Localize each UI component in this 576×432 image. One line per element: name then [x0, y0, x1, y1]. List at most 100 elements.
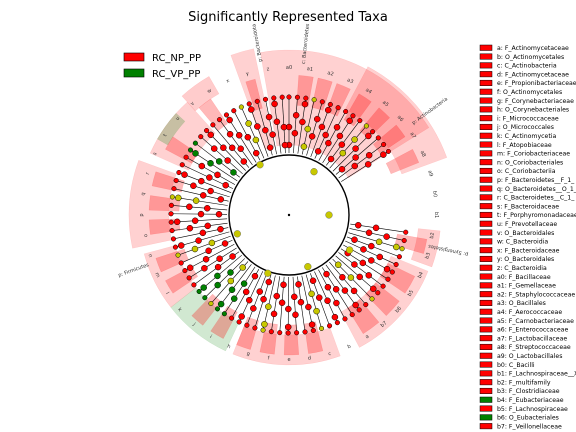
node-36-1 [278, 299, 286, 306]
node-75-0 [266, 144, 274, 151]
node-66-2 [192, 140, 198, 146]
node-70-0 [237, 145, 244, 152]
node-51-1 [205, 247, 212, 255]
node-10-0 [339, 149, 347, 157]
node-74-2 [246, 101, 252, 107]
leaf-shade-11 [304, 321, 324, 354]
node-41-2 [236, 319, 242, 325]
node-33-0 [295, 281, 302, 288]
node-68-0 [220, 144, 227, 151]
branch-49 [187, 247, 237, 280]
node-71-2 [223, 112, 230, 118]
key-label-3: d: F_Actinomycetaceae [497, 71, 569, 78]
key-swatch-2 [479, 62, 493, 69]
key-swatch-24 [479, 255, 493, 262]
node-26-1 [352, 301, 359, 309]
clade-label-q: q [140, 192, 146, 196]
node-23-2 [375, 290, 381, 296]
key-swatch-17 [479, 194, 493, 201]
clade-label-l: l [164, 291, 170, 295]
key-swatch-3 [479, 71, 493, 78]
node-39-0 [265, 278, 273, 286]
node-16-2 [401, 237, 407, 244]
node-73-0 [252, 136, 260, 144]
node-69-1 [228, 144, 236, 152]
node-39-2 [252, 325, 258, 331]
node-40-2 [244, 322, 250, 328]
clade-shade-b6 [157, 112, 186, 146]
node-58-0 [204, 205, 211, 212]
clade-shade-lactobacillales [149, 101, 216, 171]
node-76-1 [265, 113, 273, 121]
key-label-19: t: F_Porphyromonadaceae [497, 212, 576, 219]
node-65-0 [207, 160, 214, 167]
clade-label-b0: b0 [431, 191, 438, 198]
node-35-2 [285, 330, 291, 336]
key-label-25: z: C_Bacteroidia [497, 265, 547, 272]
key-label-20: u: F_Prevotellaceae [497, 221, 557, 228]
node-7-0 [325, 139, 332, 147]
node-53-0 [195, 237, 202, 244]
node-44-2 [214, 306, 221, 312]
clade-shade-synergistetes [410, 228, 441, 268]
node-53-2 [172, 244, 179, 250]
node-72-2 [231, 108, 237, 114]
node-67-0 [224, 157, 231, 164]
node-40-0 [256, 288, 263, 295]
key-label-1: b: O_Actinomycetales [497, 54, 564, 61]
key-label-30: a4: F_Aerococcaceae [497, 309, 562, 316]
node-33-2 [302, 329, 308, 335]
branch-19 [345, 240, 399, 266]
key-label-14: o: C_Coriobacteriia [497, 168, 556, 175]
key-label-23: x: F_Bacteroidaceae [497, 247, 560, 254]
key-swatch-13 [479, 159, 493, 166]
clade-label-n: n [147, 253, 154, 258]
node-28-0 [324, 283, 332, 291]
node-62-1 [181, 171, 188, 178]
key-label-27: a1: F_Gemellaceae [497, 283, 556, 290]
clade-label-a: a [364, 334, 370, 341]
node-23-1 [370, 285, 377, 293]
node-76-0 [269, 131, 276, 138]
key-swatch-10 [479, 132, 493, 139]
node-67-2 [198, 134, 204, 140]
node-28-2 [342, 316, 348, 322]
node-54-0 [217, 225, 224, 233]
key-swatch-37 [479, 370, 493, 377]
node-77-2 [271, 95, 277, 101]
node-16-1 [383, 233, 390, 240]
node-70-2 [216, 117, 223, 123]
node-47-0 [214, 272, 221, 280]
clade-label-x: x [225, 78, 230, 85]
key-swatch-19 [479, 211, 493, 218]
node-56-2 [168, 219, 174, 225]
clade-label-a4: a4 [364, 87, 373, 95]
node-3-2 [311, 97, 317, 103]
key-swatch-38 [479, 379, 493, 386]
node-66-0 [230, 169, 237, 176]
branch-25 [329, 261, 368, 307]
node-8-0 [336, 132, 344, 140]
branch-13 [338, 143, 386, 179]
node-53-1 [177, 242, 185, 249]
node-6-0 [314, 148, 322, 155]
node-11-2 [370, 129, 376, 135]
key-label-15: p: F_Bacteroidetes__F_1_ [497, 177, 575, 184]
node-63-1 [206, 174, 213, 181]
node-59-0 [192, 197, 200, 204]
node-77-0 [273, 118, 281, 126]
node-51-0 [221, 240, 229, 247]
node-46-0 [227, 269, 234, 276]
node-70-1 [226, 130, 234, 138]
node-10-2 [363, 123, 369, 129]
legend: RC_NP_PP RC_VP_PP [123, 52, 201, 80]
node-60-2 [171, 186, 177, 192]
node-45-0 [239, 264, 246, 271]
node-65-1 [192, 150, 199, 157]
node-9-2 [357, 118, 363, 124]
node-63-2 [179, 162, 185, 168]
key-label-43: b7: F_Veillonellaceae [497, 423, 562, 430]
node-18-1 [368, 242, 375, 250]
node-59-1 [175, 194, 182, 202]
node-31-1 [313, 307, 320, 315]
